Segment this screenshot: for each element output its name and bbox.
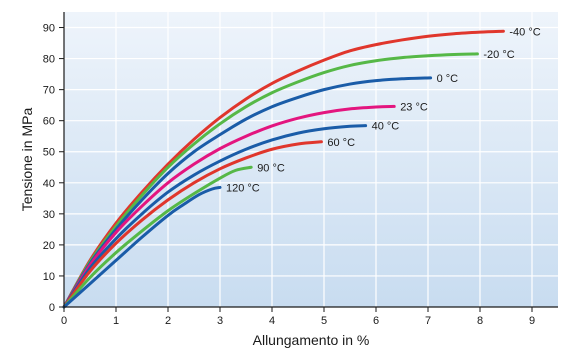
x-tick-label: 4 (269, 315, 275, 327)
series-label: 0 °C (437, 73, 459, 85)
series-layer: -40 °C -20 °C 0 °C 23 °C40 °C 60 °C 90 °C 120 … (62, 26, 541, 309)
y-tick-label: 10 (43, 271, 55, 283)
x-tick-label: 5 (321, 315, 327, 327)
series-line (62, 140, 323, 309)
x-tick-label: 2 (165, 315, 171, 327)
series-line (62, 124, 368, 309)
x-tick-label: 3 (217, 315, 223, 327)
y-tick-label: 0 (49, 302, 55, 314)
y-tick-label: 40 (43, 178, 55, 190)
y-tick-label: 70 (43, 85, 55, 97)
x-tick-label: 0 (61, 315, 67, 327)
series-line (62, 29, 505, 309)
x-tick-label: 1 (113, 315, 119, 327)
series-line (62, 165, 253, 309)
series-label: -20 °C (483, 49, 514, 61)
y-tick-label: 30 (43, 209, 55, 221)
plot-area (64, 12, 558, 307)
series-line (62, 52, 479, 309)
series-label: -40 °C (509, 26, 540, 38)
axes (59, 12, 558, 312)
series-line (62, 185, 222, 309)
y-tick-label: 90 (43, 23, 55, 35)
y-tick-label: 20 (43, 240, 55, 252)
series-line (62, 104, 396, 309)
y-tick-label: 50 (43, 147, 55, 159)
series-label: 60 °C (327, 137, 355, 149)
x-tick-label: 7 (425, 315, 431, 327)
series-label: 120 °C (226, 182, 260, 194)
series-label: 23 °C (400, 101, 428, 113)
x-tick-label: 6 (373, 315, 379, 327)
series-label: 90 °C (257, 162, 285, 174)
x-axis-title: Allungamento in % (253, 332, 370, 348)
y-tick-label: 80 (43, 54, 55, 66)
y-tick-label: 60 (43, 116, 55, 128)
x-tick-label: 8 (477, 315, 483, 327)
series-line (62, 76, 433, 309)
grid-lines (64, 12, 558, 307)
series-label: 40 °C (372, 121, 400, 133)
y-axis-title: Tensione in MPa (19, 108, 35, 212)
x-tick-label: 9 (529, 315, 535, 327)
